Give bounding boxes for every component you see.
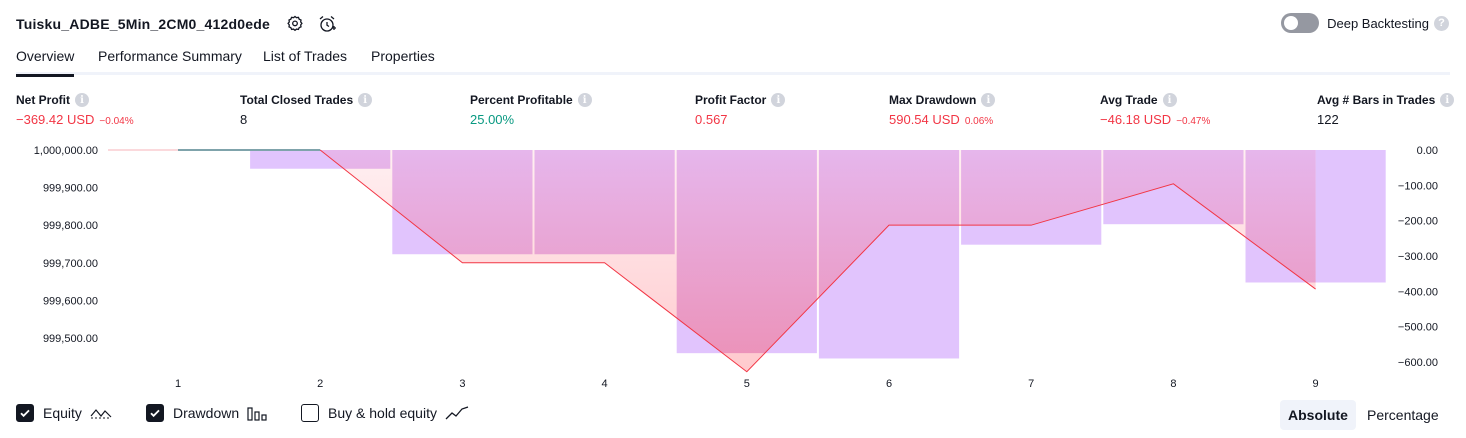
right-axis-tick: −600.00 [1398,357,1438,369]
x-axis-tick: 2 [317,378,323,390]
metric-label: Profit Factor [695,93,767,107]
right-axis-tick: −300.00 [1398,251,1438,263]
x-axis-tick: 4 [602,378,608,390]
legend-drawdown[interactable]: Drawdown [146,404,267,422]
left-axis-tick: 1,000,000.00 [34,145,98,157]
drawdown-overlap [1103,150,1244,225]
header: Tuisku_ADBE_5Min_2CM0_412d0ede [16,12,338,36]
equity-checkbox[interactable] [16,404,34,422]
tab-properties[interactable]: Properties [371,48,435,64]
tab-performance-summary[interactable]: Performance Summary [98,48,242,64]
metric-net-profit: Net Profit i −369.42 USD −0.04% [16,93,134,127]
deep-backtesting-label: Deep Backtesting [1327,15,1429,31]
drawdown-overlap [392,150,533,255]
metric-value: −46.18 USD [1100,112,1172,127]
right-axis-tick: −100.00 [1398,180,1438,192]
info-icon[interactable]: i [1440,93,1455,107]
percentage-button[interactable]: Percentage [1367,407,1439,423]
metric-percent-profitable: Percent Profitable i 25.00% [470,93,592,127]
drawdown-overlap [1245,150,1316,283]
info-icon[interactable]: i [981,93,996,107]
drawdown-overlap [534,150,675,255]
gear-icon[interactable] [284,13,306,35]
buy-hold-line-icon [445,405,469,421]
metric-value: 25.00% [470,112,515,127]
metric-max-drawdown: Max Drawdown i 590.54 USD 0.06% [889,93,996,127]
metric-value: 122 [1317,112,1339,127]
x-axis-tick: 5 [744,378,750,390]
drawdown-overlap [961,150,1102,226]
deep-backtesting-toggle[interactable] [1281,13,1320,33]
legend-label: Buy & hold equity [328,405,437,421]
info-icon[interactable]: i [358,93,373,107]
x-axis-tick: 6 [886,378,892,390]
alarm-add-icon[interactable] [316,13,338,35]
drawdown-overlap [250,150,391,169]
drawdown-bars-icon [247,405,267,421]
metric-label: Avg Trade [1100,93,1158,107]
metric-value: 0.567 [695,112,728,127]
right-axis-tick: −200.00 [1398,216,1438,228]
metric-total-closed-trades: Total Closed Trades i 8 [240,93,373,127]
metric-value: 8 [240,112,248,127]
x-axis-tick: 9 [1313,378,1319,390]
metric-value: 590.54 USD [889,112,960,127]
metric-label: Net Profit [16,93,70,107]
metric-label: Total Closed Trades [240,93,354,107]
info-icon[interactable]: i [75,93,89,107]
metric-sub-value: −0.04% [99,116,134,127]
legend-equity[interactable]: Equity [16,404,112,422]
right-axis-tick: 0.00 [1417,145,1438,157]
legend-label: Equity [43,405,82,421]
left-axis-tick: 999,800.00 [43,220,98,232]
x-axis-tick: 3 [459,378,465,390]
tab-bar: Overview Performance Summary List of Tra… [16,44,1450,77]
metric-avg-trade: Avg Trade i −46.18 USD −0.47% [1100,93,1210,127]
left-axis-tick: 999,700.00 [43,258,98,270]
metric-profit-factor: Profit Factor i 0.567 [695,93,786,127]
info-icon[interactable]: i [771,93,786,107]
drawdown-overlap [818,150,960,298]
strategy-name: Tuisku_ADBE_5Min_2CM0_412d0ede [16,16,270,32]
help-icon[interactable]: ? [1434,15,1449,31]
metric-value: −369.42 USD [16,112,95,127]
absolute-button[interactable]: Absolute [1280,400,1356,430]
equity-line [319,149,1316,373]
right-axis-tick: −500.00 [1398,322,1438,334]
metric-sub-value: 0.06% [964,116,994,127]
metric-label: Percent Profitable [470,93,573,107]
tab-list-of-trades[interactable]: List of Trades [263,48,348,64]
metric-label: Avg # Bars in Trades [1317,93,1436,107]
x-axis-tick: 7 [1028,378,1034,390]
left-axis-tick: 999,900.00 [43,183,98,195]
metric-avg-bars: Avg # Bars in Trades i 122 [1317,93,1455,127]
equity-drawdown-chart: 1,000,000.00 999,900.00 999,800.00 999,700.… [34,145,1438,390]
metric-sub-value: −0.47% [1176,116,1211,127]
deep-backtesting: Deep Backtesting ? [1281,13,1449,33]
info-icon[interactable]: i [1162,93,1177,107]
x-axis-tick: 8 [1170,378,1176,390]
left-axis-tick: 999,500.00 [43,333,98,345]
info-icon[interactable]: i [577,93,592,107]
left-axis-tick: 999,600.00 [43,295,98,307]
right-axis-tick: −400.00 [1398,286,1438,298]
legend-label: Drawdown [173,405,240,421]
drawdown-overlap [676,150,817,354]
drawdown-checkbox[interactable] [146,404,164,422]
tab-overview[interactable]: Overview [16,48,75,77]
equity-line-icon [90,406,112,420]
buy-hold-checkbox[interactable] [301,404,319,422]
x-axis-tick: 1 [175,378,181,390]
legend-buy-hold[interactable]: Buy & hold equity [301,404,469,422]
metric-label: Max Drawdown [889,93,977,107]
